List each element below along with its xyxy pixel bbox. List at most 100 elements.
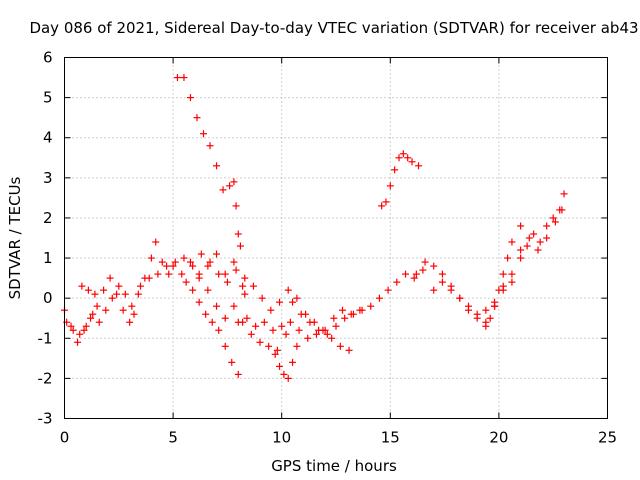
- data-point: [130, 310, 138, 318]
- grid: [64, 57, 608, 419]
- series-track-c: [78, 282, 99, 298]
- data-point: [393, 278, 401, 286]
- data-point: [93, 302, 101, 310]
- data-point: [404, 154, 412, 162]
- data-point: [349, 310, 357, 318]
- data-point: [197, 250, 205, 258]
- data-point: [213, 302, 221, 310]
- x-tick-label: 15: [381, 429, 400, 447]
- data-point: [243, 314, 251, 322]
- data-point: [328, 334, 336, 342]
- x-tick-label: 5: [168, 429, 178, 447]
- y-tick-label: -3: [38, 410, 53, 428]
- data-point: [438, 278, 446, 286]
- data-point: [234, 318, 242, 326]
- data-point: [74, 338, 82, 346]
- data-point: [215, 326, 223, 334]
- data-point: [163, 262, 171, 270]
- data-point: [241, 274, 249, 282]
- data-point: [78, 282, 86, 290]
- data-point: [121, 290, 129, 298]
- data-point: [260, 318, 268, 326]
- data-point: [332, 322, 340, 330]
- data-point: [108, 294, 116, 302]
- data-point: [517, 222, 525, 230]
- data-point: [230, 178, 238, 186]
- data-point: [76, 330, 84, 338]
- data-point: [267, 306, 275, 314]
- data-point: [247, 330, 255, 338]
- y-tick-labels: -3 -2 -1 0 1 2 3 4 5 6: [38, 49, 53, 428]
- data-point: [221, 342, 229, 350]
- data-point: [249, 282, 257, 290]
- data-point: [134, 290, 142, 298]
- data-point: [336, 342, 344, 350]
- series-track-f: [182, 278, 242, 378]
- data-point: [289, 298, 297, 306]
- data-point: [269, 326, 277, 334]
- data-point: [256, 338, 264, 346]
- x-tick-label: 10: [272, 429, 291, 447]
- series-track-b: [63, 238, 173, 338]
- data-point: [386, 182, 394, 190]
- series-track-l: [173, 74, 244, 250]
- data-point: [384, 286, 392, 294]
- y-tick-label: 4: [43, 129, 53, 147]
- data-point: [358, 306, 366, 314]
- data-point: [189, 262, 197, 270]
- data-point: [495, 286, 503, 294]
- data-point: [560, 190, 568, 198]
- data-point: [113, 290, 121, 298]
- data-point: [80, 326, 88, 334]
- data-point: [499, 270, 507, 278]
- data-point: [91, 290, 99, 298]
- data-point: [206, 258, 214, 266]
- data-point: [491, 302, 499, 310]
- data-point: [543, 222, 551, 230]
- x-axis-label: GPS time / hours: [271, 457, 397, 475]
- series-track-i: [241, 282, 353, 354]
- data-point: [276, 298, 284, 306]
- data-point: [558, 206, 566, 214]
- data-point: [530, 230, 538, 238]
- data-point: [154, 270, 162, 278]
- data-point: [173, 74, 181, 82]
- data-point: [284, 374, 292, 382]
- data-point: [189, 286, 197, 294]
- data-point: [473, 310, 481, 318]
- data-point: [147, 254, 155, 262]
- data-point: [276, 362, 284, 370]
- data-point: [145, 274, 153, 282]
- data-point: [241, 290, 249, 298]
- series-track-g: [195, 270, 290, 354]
- series-track-j: [271, 342, 301, 382]
- data-points: [61, 74, 568, 382]
- data-point: [204, 286, 212, 294]
- data-point: [228, 358, 236, 366]
- data-point: [293, 342, 301, 350]
- data-point: [289, 358, 297, 366]
- x-tick-label: 20: [489, 429, 508, 447]
- data-point: [171, 258, 179, 266]
- data-point: [186, 94, 194, 102]
- data-point: [230, 302, 238, 310]
- x-tick-label: 0: [60, 429, 70, 447]
- data-point: [408, 158, 416, 166]
- data-point: [284, 286, 292, 294]
- data-point: [265, 342, 273, 350]
- data-point: [523, 242, 531, 250]
- data-point: [102, 306, 110, 314]
- data-point: [280, 370, 288, 378]
- y-tick-label: 3: [43, 169, 53, 187]
- data-point: [165, 270, 173, 278]
- data-point: [232, 266, 240, 274]
- data-point: [95, 318, 103, 326]
- series-track-k: [289, 266, 427, 338]
- data-point: [215, 270, 223, 278]
- y-tick-label: -2: [38, 369, 53, 387]
- chart-title: Day 086 of 2021, Sidereal Day-to-day VTE…: [29, 19, 638, 37]
- series-track-a: [61, 274, 138, 346]
- data-point: [508, 278, 516, 286]
- data-point: [219, 186, 227, 194]
- data-point: [447, 286, 455, 294]
